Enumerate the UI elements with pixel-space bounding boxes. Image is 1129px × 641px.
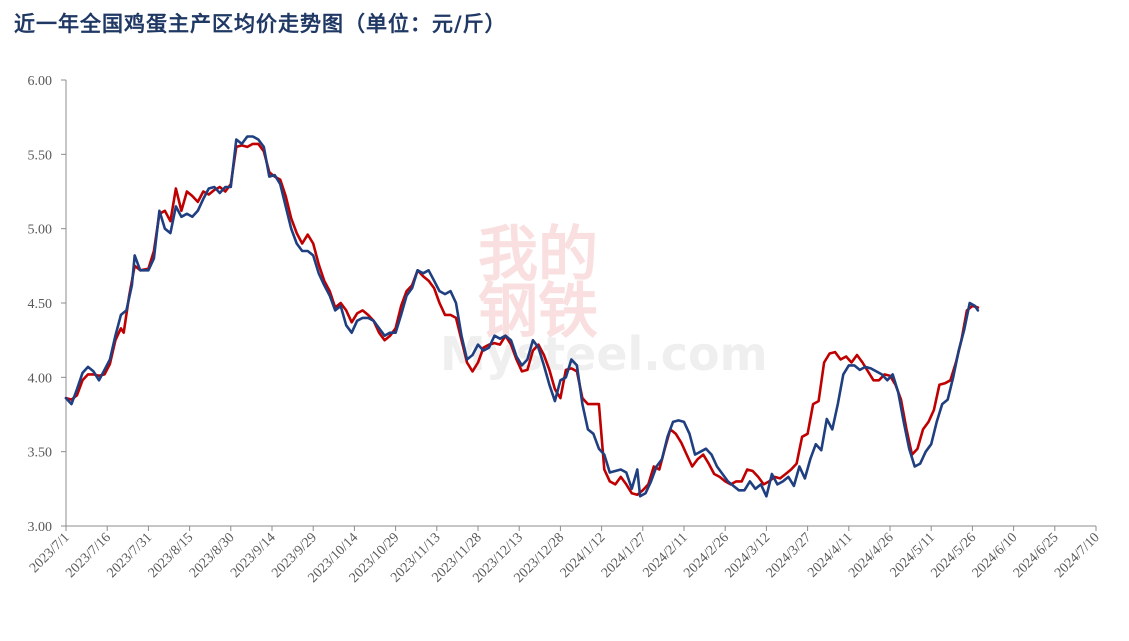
- y-tick-label: 4.50: [28, 297, 53, 312]
- mysteel-watermark: 我的 钢铁 Mysteel.com: [440, 220, 768, 381]
- x-tick-label: 2024/7/10: [1052, 530, 1103, 581]
- x-tick-label: 2024/1/27: [599, 530, 650, 581]
- y-tick-label: 5.50: [28, 148, 53, 163]
- series-group: [64, 135, 980, 498]
- y-tick-label: 4.00: [28, 371, 53, 386]
- y-tick-label: 3.00: [28, 520, 53, 535]
- watermark-line3: Mysteel.com: [440, 327, 768, 381]
- x-tick-label: 2024/4/26: [846, 530, 897, 581]
- y-tick-label: 5.00: [28, 223, 53, 238]
- y-tick-label: 3.50: [28, 446, 53, 461]
- chart-title: 近一年全国鸡蛋主产区均价走势图（单位：元/斤）: [14, 12, 507, 36]
- y-tick-label: 6.00: [28, 74, 53, 89]
- series-line-2: [64, 135, 980, 498]
- x-tick-label: 2024/3/27: [764, 530, 815, 581]
- watermark-line1: 我的: [478, 220, 598, 290]
- watermark-line2: 钢铁: [478, 277, 598, 347]
- series-line-1: [64, 142, 980, 497]
